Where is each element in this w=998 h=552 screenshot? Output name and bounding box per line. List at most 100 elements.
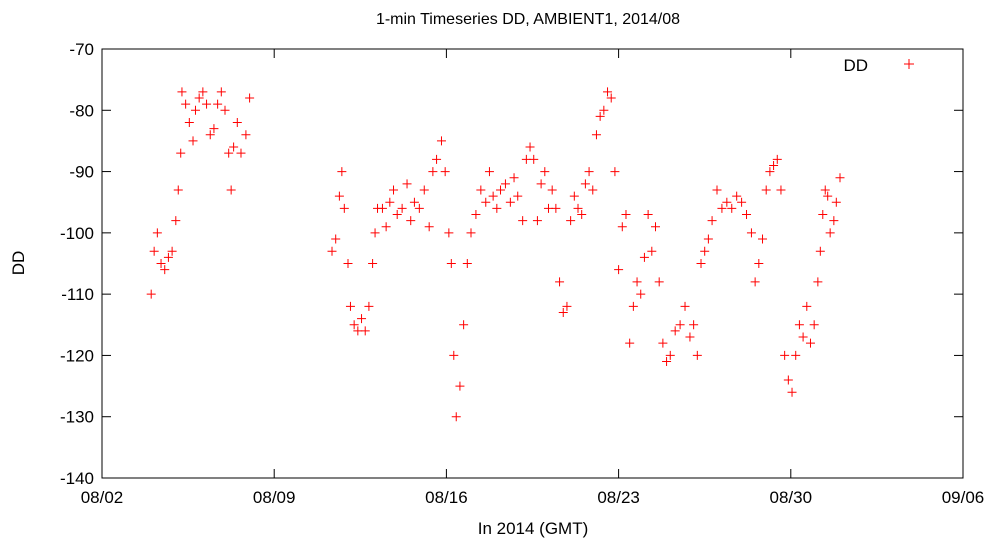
data-point xyxy=(532,216,542,226)
data-point xyxy=(229,142,239,152)
plot-frame xyxy=(101,48,964,479)
data-point xyxy=(492,203,502,213)
data-point xyxy=(432,154,442,164)
data-point xyxy=(558,308,568,318)
data-point xyxy=(823,191,833,201)
y-tick-label: -140 xyxy=(60,469,94,488)
data-point xyxy=(331,234,341,244)
data-point xyxy=(377,203,387,213)
data-point xyxy=(160,265,170,275)
data-point xyxy=(754,259,764,268)
legend-label-dd: DD xyxy=(843,56,868,75)
y-tick-label: -70 xyxy=(69,40,94,59)
data-point xyxy=(647,246,657,256)
data-point xyxy=(547,185,557,195)
data-point xyxy=(588,185,598,195)
data-point xyxy=(202,99,212,109)
x-tick-label: 08/09 xyxy=(253,488,296,507)
data-point xyxy=(513,191,523,201)
data-point xyxy=(481,197,491,207)
data-point xyxy=(500,179,510,189)
data-point xyxy=(765,167,775,177)
data-point xyxy=(357,314,367,324)
data-point xyxy=(758,234,768,244)
data-point xyxy=(662,357,672,367)
data-point xyxy=(224,148,234,158)
data-point xyxy=(471,209,481,219)
data-point xyxy=(636,289,646,299)
x-tick-label: 08/30 xyxy=(770,488,813,507)
data-point xyxy=(595,111,605,121)
data-point xyxy=(737,197,747,207)
data-point xyxy=(462,259,472,268)
x-tick-label: 08/23 xyxy=(597,488,640,507)
data-point xyxy=(343,259,353,268)
data-point xyxy=(584,167,594,177)
data-point xyxy=(639,252,649,262)
chart-title: 1-min Timeseries DD, AMBIENT1, 2014/08 xyxy=(376,11,680,28)
data-point xyxy=(769,160,779,170)
data-point xyxy=(436,136,446,146)
data-point xyxy=(742,209,752,219)
data-point xyxy=(529,154,539,164)
data-point xyxy=(232,118,242,128)
data-point xyxy=(712,185,722,195)
data-point xyxy=(540,167,550,177)
data-point xyxy=(818,209,828,219)
data-point xyxy=(449,350,459,360)
data-point xyxy=(368,259,378,268)
data-point xyxy=(727,203,737,213)
data-point xyxy=(829,216,839,226)
data-point xyxy=(732,191,742,201)
data-point xyxy=(446,259,456,268)
data-point xyxy=(815,246,825,256)
data-point xyxy=(577,209,587,219)
data-point xyxy=(562,301,572,311)
data-point xyxy=(665,350,675,360)
data-point xyxy=(722,197,732,207)
data-point xyxy=(505,197,515,207)
data-point xyxy=(440,167,450,177)
data-point xyxy=(794,320,804,330)
x-tick-label: 08/16 xyxy=(425,488,468,507)
data-point xyxy=(566,216,576,226)
data-point xyxy=(245,93,255,103)
data-point xyxy=(152,228,162,238)
data-point xyxy=(680,301,690,311)
legend: DD xyxy=(843,56,914,75)
data-point xyxy=(226,185,236,195)
data-point xyxy=(805,338,815,348)
data-point xyxy=(536,179,546,189)
data-point xyxy=(603,87,613,97)
data-point xyxy=(802,301,812,311)
data-point xyxy=(236,148,246,158)
data-point xyxy=(424,222,434,232)
data-point xyxy=(484,167,494,177)
data-point xyxy=(573,203,583,213)
data-point xyxy=(643,209,653,219)
y-tick-label: -100 xyxy=(60,224,94,243)
data-point xyxy=(707,216,717,226)
data-point xyxy=(654,277,664,287)
data-point xyxy=(599,105,609,115)
data-point xyxy=(444,228,454,238)
data-point xyxy=(780,350,790,360)
data-point xyxy=(177,87,187,97)
y-tick-label: -130 xyxy=(60,408,94,427)
data-point xyxy=(518,216,528,226)
data-point xyxy=(689,320,699,330)
data-point xyxy=(339,203,349,213)
data-point xyxy=(156,259,166,268)
data-point xyxy=(402,179,412,189)
data-point xyxy=(209,124,219,134)
data-point xyxy=(327,246,337,256)
data-point xyxy=(163,252,173,262)
data-point xyxy=(466,228,476,238)
x-axis-label: In 2014 (GMT) xyxy=(478,519,589,538)
data-point xyxy=(717,203,727,213)
data-point xyxy=(820,185,830,195)
data-point xyxy=(194,93,204,103)
data-point xyxy=(776,185,786,195)
